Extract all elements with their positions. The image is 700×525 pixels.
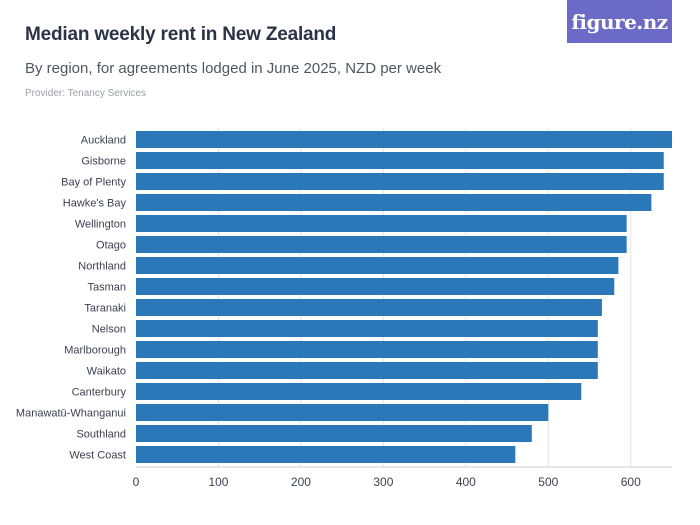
x-tick-label: 300: [373, 475, 393, 489]
x-tick-label: 400: [456, 475, 476, 489]
category-label: Waikato: [87, 366, 126, 378]
bar: [136, 278, 615, 295]
category-label: Northland: [78, 261, 126, 273]
bar: [136, 425, 532, 442]
bar: [136, 131, 672, 148]
category-label: West Coast: [69, 450, 126, 462]
x-tick-label: 100: [208, 475, 228, 489]
category-label: Tasman: [87, 282, 126, 294]
bar: [136, 257, 619, 274]
bar: [136, 320, 598, 337]
bar: [136, 383, 582, 400]
category-label: Otago: [96, 240, 126, 252]
category-label: Canterbury: [72, 387, 127, 399]
category-label: Auckland: [81, 135, 126, 147]
category-label: Southland: [76, 429, 126, 441]
bar: [136, 362, 598, 379]
x-tick-label: 600: [621, 475, 641, 489]
x-tick-label: 500: [538, 475, 558, 489]
bar: [136, 341, 598, 358]
category-label: Hawke's Bay: [63, 198, 127, 210]
bar: [136, 173, 664, 190]
category-label: Wellington: [75, 219, 126, 231]
x-tick-label: 200: [291, 475, 311, 489]
bar: [136, 194, 652, 211]
x-tick-label: 0: [133, 475, 140, 489]
category-label: Bay of Plenty: [61, 177, 126, 189]
category-label: Gisborne: [81, 156, 126, 168]
bar: [136, 446, 516, 463]
figure-nz-logo[interactable]: figure.nz: [567, 0, 672, 43]
bar: [136, 299, 602, 316]
data-provider: Provider: Tenancy Services: [25, 88, 146, 99]
category-label: Nelson: [92, 324, 126, 336]
bar: [136, 152, 664, 169]
chart-subtitle: By region, for agreements lodged in June…: [25, 60, 442, 77]
category-label: Marlborough: [64, 345, 126, 357]
chart-title: Median weekly rent in New Zealand: [25, 24, 337, 45]
bar: [136, 236, 627, 253]
bar: [136, 215, 627, 232]
bar: [136, 404, 549, 421]
category-label: Taranaki: [84, 303, 126, 315]
category-label: Manawatū-Whanganui: [16, 408, 126, 420]
